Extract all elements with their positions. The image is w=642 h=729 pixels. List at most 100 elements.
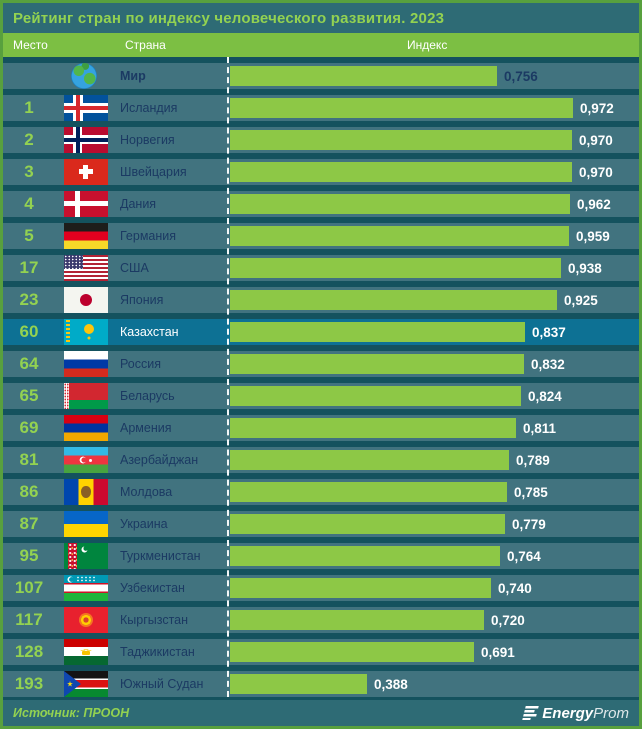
table-row: 117 Кыргызстан 0,720 <box>3 607 639 633</box>
bar-track: 0,785 <box>230 482 639 502</box>
index-value: 0,779 <box>512 516 546 532</box>
country-label: Мир <box>120 69 146 83</box>
logo-text-light: Prom <box>593 704 629 722</box>
index-value: 0,691 <box>481 644 515 660</box>
index-value: 0,824 <box>528 388 562 404</box>
country-label: Таджикистан <box>120 645 195 659</box>
norway-flag-icon <box>64 127 108 153</box>
bar-track: 0,832 <box>230 354 639 374</box>
index-value: 0,388 <box>374 676 408 692</box>
country-label: Россия <box>120 357 161 371</box>
table-row: 5 Германия 0,959 <box>3 223 639 249</box>
table-row: 65 Беларусь 0,824 <box>3 383 639 409</box>
index-value: 0,720 <box>491 612 525 628</box>
table-row: 1 Исландия 0,972 <box>3 95 639 121</box>
index-bar <box>230 674 367 694</box>
azerbaijan-flag-icon <box>64 447 108 473</box>
index-bar <box>230 386 521 406</box>
table-row: 17 США 0,938 <box>3 255 639 281</box>
index-bar <box>230 130 572 150</box>
bar-track: 0,938 <box>230 258 639 278</box>
bar-track: 0,837 <box>230 322 639 342</box>
rank-label: 4 <box>24 194 34 213</box>
rank-label: 5 <box>24 226 34 245</box>
bar-track: 0,972 <box>230 98 639 118</box>
tajikistan-flag-icon <box>64 639 108 665</box>
country-label: США <box>120 261 149 275</box>
iceland-flag-icon <box>64 95 108 121</box>
footer: Источник: ПРООН Energy Prom <box>3 700 639 726</box>
bar-track: 0,970 <box>230 130 639 150</box>
bar-track: 0,756 <box>230 66 639 86</box>
country-label: Молдова <box>120 485 173 499</box>
rows: Мир 0,756 1 Исландия 0,972 2 Норвегия 0,… <box>3 57 639 697</box>
index-bar <box>230 226 569 246</box>
rank-label: 95 <box>19 546 39 565</box>
table-row: 128 Таджикистан 0,691 <box>3 639 639 665</box>
usa-flag-icon <box>64 255 108 281</box>
index-bar <box>230 354 524 374</box>
index-value: 0,837 <box>532 324 566 340</box>
table-row: Мир 0,756 <box>3 63 639 89</box>
index-value: 0,970 <box>579 164 613 180</box>
moldova-flag-icon <box>64 479 108 505</box>
index-value: 0,925 <box>564 292 598 308</box>
rank-label: 107 <box>14 578 44 597</box>
rank-label: 2 <box>24 130 34 149</box>
index-bar <box>230 258 561 278</box>
bar-track: 0,779 <box>230 514 639 534</box>
index-value: 0,785 <box>514 484 548 500</box>
index-bar <box>230 610 484 630</box>
index-bar <box>230 578 491 598</box>
table-row: 4 Дания 0,962 <box>3 191 639 217</box>
table-row: 2 Норвегия 0,970 <box>3 127 639 153</box>
denmark-flag-icon <box>64 191 108 217</box>
country-label: Казахстан <box>120 325 179 339</box>
bar-track: 0,764 <box>230 546 639 566</box>
index-value: 0,938 <box>568 260 602 276</box>
bar-track: 0,925 <box>230 290 639 310</box>
country-label: Армения <box>120 421 172 435</box>
bar-track: 0,691 <box>230 642 639 662</box>
bar-track: 0,388 <box>230 674 639 694</box>
country-label: Япония <box>120 293 164 307</box>
bar-track: 0,720 <box>230 610 639 630</box>
column-header: Место Страна Индекс <box>3 33 639 57</box>
germany-flag-icon <box>64 223 108 249</box>
bar-track: 0,962 <box>230 194 639 214</box>
baseline-dashed-line <box>227 57 229 697</box>
country-label: Кыргызстан <box>120 613 189 627</box>
rank-label: 69 <box>19 418 39 437</box>
country-label: Узбекистан <box>120 581 185 595</box>
bar-track: 0,811 <box>230 418 639 438</box>
country-label: Беларусь <box>120 389 175 403</box>
country-label: Туркменистан <box>120 549 201 563</box>
energyprom-logo: Energy Prom <box>522 704 629 722</box>
logo-text-bold: Energy <box>542 704 594 722</box>
index-bar <box>230 482 507 502</box>
country-label: Швейцария <box>120 165 187 179</box>
country-label: Норвегия <box>120 133 175 147</box>
table-row: 81 Азербайджан 0,789 <box>3 447 639 473</box>
table-row: 87 Украина 0,779 <box>3 511 639 537</box>
rank-label: 117 <box>15 610 43 629</box>
table-row: 23 Япония 0,925 <box>3 287 639 313</box>
south-sudan-flag-icon <box>64 671 108 697</box>
source-label: Источник: ПРООН <box>13 706 130 720</box>
table-row: 3 Швейцария 0,970 <box>3 159 639 185</box>
turkmenistan-flag-icon <box>64 543 108 569</box>
country-label: Украина <box>120 517 168 531</box>
column-header-country: Страна <box>125 38 166 52</box>
index-value: 0,811 <box>523 420 557 436</box>
country-label: Азербайджан <box>120 453 199 467</box>
index-value: 0,972 <box>580 100 614 116</box>
rank-label: 193 <box>14 674 44 693</box>
ukraine-flag-icon <box>64 511 108 537</box>
table-row: 95 Туркменистан 0,764 <box>3 543 639 569</box>
index-bar <box>230 66 497 86</box>
index-value: 0,832 <box>531 356 565 372</box>
bar-track: 0,789 <box>230 450 639 470</box>
country-label: Дания <box>120 197 157 211</box>
table-row: 60 Казахстан 0,837 <box>3 319 639 345</box>
index-value: 0,959 <box>576 228 610 244</box>
